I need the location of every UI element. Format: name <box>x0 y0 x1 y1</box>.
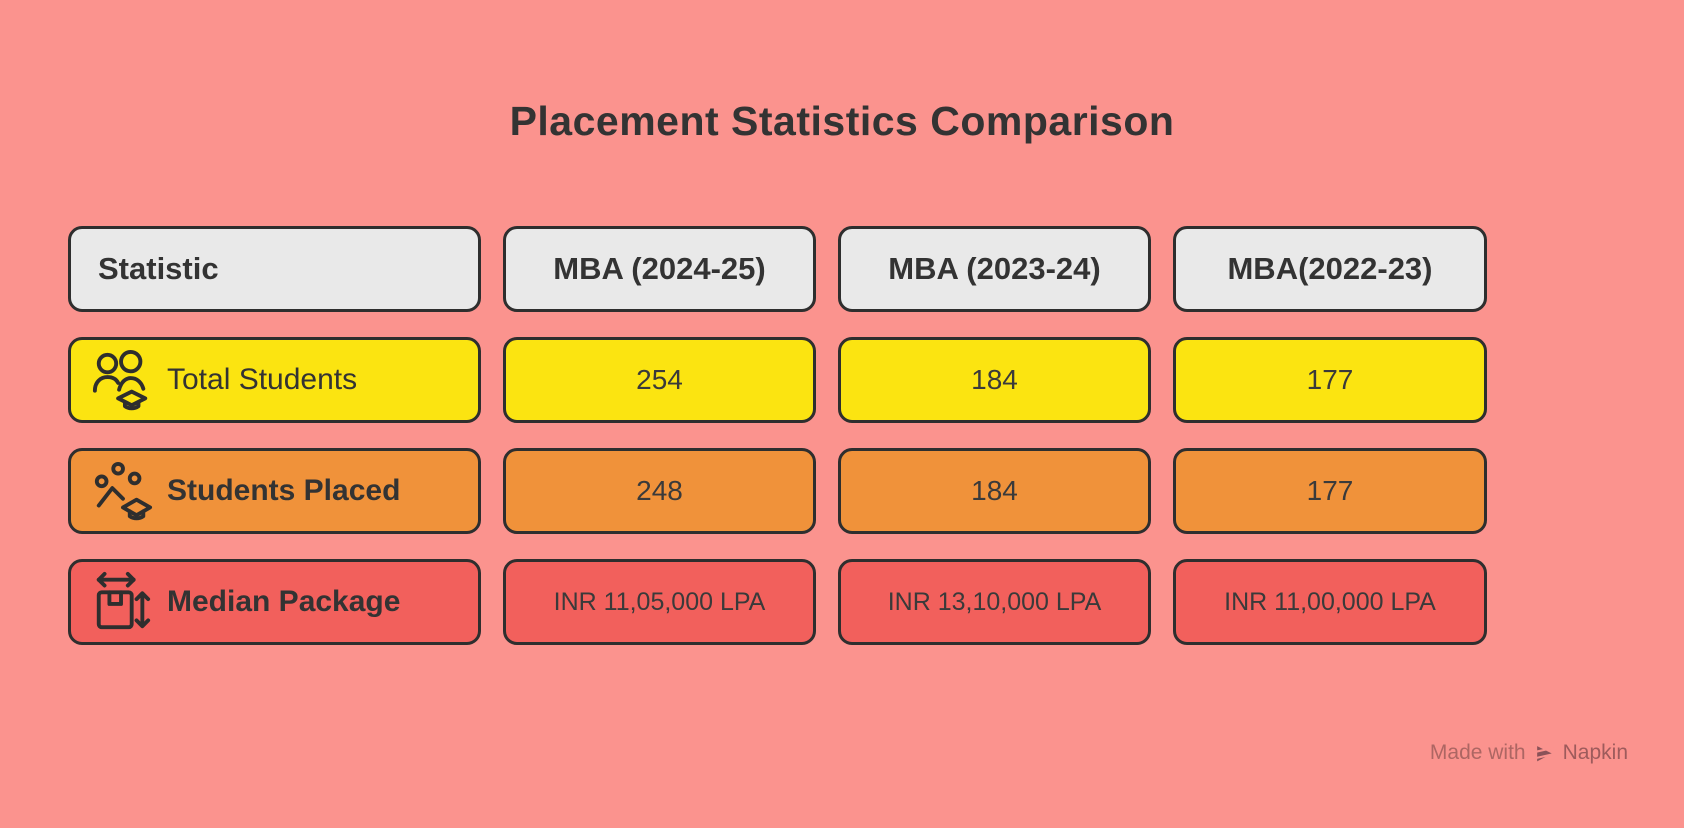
cell-total-students-2024-25: 254 <box>503 337 816 423</box>
header-mba-2024-25: MBA (2024-25) <box>503 226 816 312</box>
header-statistic: Statistic <box>68 226 481 312</box>
cell-students-placed-2022-23: 177 <box>1173 448 1487 534</box>
row-label-students-placed: Students Placed <box>68 448 481 534</box>
row-label-median-package: Median Package <box>68 559 481 645</box>
students-icon <box>91 347 153 413</box>
cell-median-package-2023-24: INR 13,10,000 LPA <box>838 559 1151 645</box>
cell-value: INR 11,05,000 LPA <box>553 587 766 616</box>
cell-value: 254 <box>636 364 683 395</box>
cell-students-placed-2024-25: 248 <box>503 448 816 534</box>
watermark-prefix: Made with <box>1429 741 1526 764</box>
package-dimensions-icon <box>91 569 153 635</box>
cell-students-placed-2023-24: 184 <box>838 448 1151 534</box>
page-title: Placement Statistics Comparison <box>509 98 1175 144</box>
napkin-logo-icon <box>1534 745 1554 761</box>
row-label: Median Package <box>167 585 401 618</box>
header-mba-2023-24: MBA (2023-24) <box>838 226 1151 312</box>
cell-value: 177 <box>1306 364 1354 395</box>
header-statistic-label: Statistic <box>98 251 219 286</box>
cell-total-students-2022-23: 177 <box>1173 337 1487 423</box>
row-label-total-students: Total Students <box>68 337 481 423</box>
row-label: Total Students <box>167 363 358 396</box>
made-with-napkin-watermark: Made with Napkin <box>1430 741 1628 765</box>
cell-value: 184 <box>971 364 1018 395</box>
cell-median-package-2024-25: INR 11,05,000 LPA <box>503 559 816 645</box>
cell-median-package-2022-23: INR 11,00,000 LPA <box>1173 559 1487 645</box>
header-mba-2022-23: MBA(2022-23) <box>1173 226 1487 312</box>
graduation-celebration-icon <box>91 458 153 524</box>
row-label: Students Placed <box>167 474 401 507</box>
cell-value: INR 13,10,000 LPA <box>887 587 1102 616</box>
cell-total-students-2023-24: 184 <box>838 337 1151 423</box>
header-label: MBA (2023-24) <box>888 251 1101 286</box>
cell-value: 248 <box>636 475 683 506</box>
cell-value: INR 11,00,000 LPA <box>1224 587 1436 616</box>
watermark-brand: Napkin <box>1562 741 1628 764</box>
cell-value: 184 <box>971 475 1018 506</box>
header-label: MBA (2024-25) <box>553 251 766 286</box>
placement-table: Statistic MBA (2024-25) MBA (2023-24) MB… <box>68 226 1487 645</box>
cell-value: 177 <box>1306 475 1354 506</box>
header-label: MBA(2022-23) <box>1227 251 1433 286</box>
